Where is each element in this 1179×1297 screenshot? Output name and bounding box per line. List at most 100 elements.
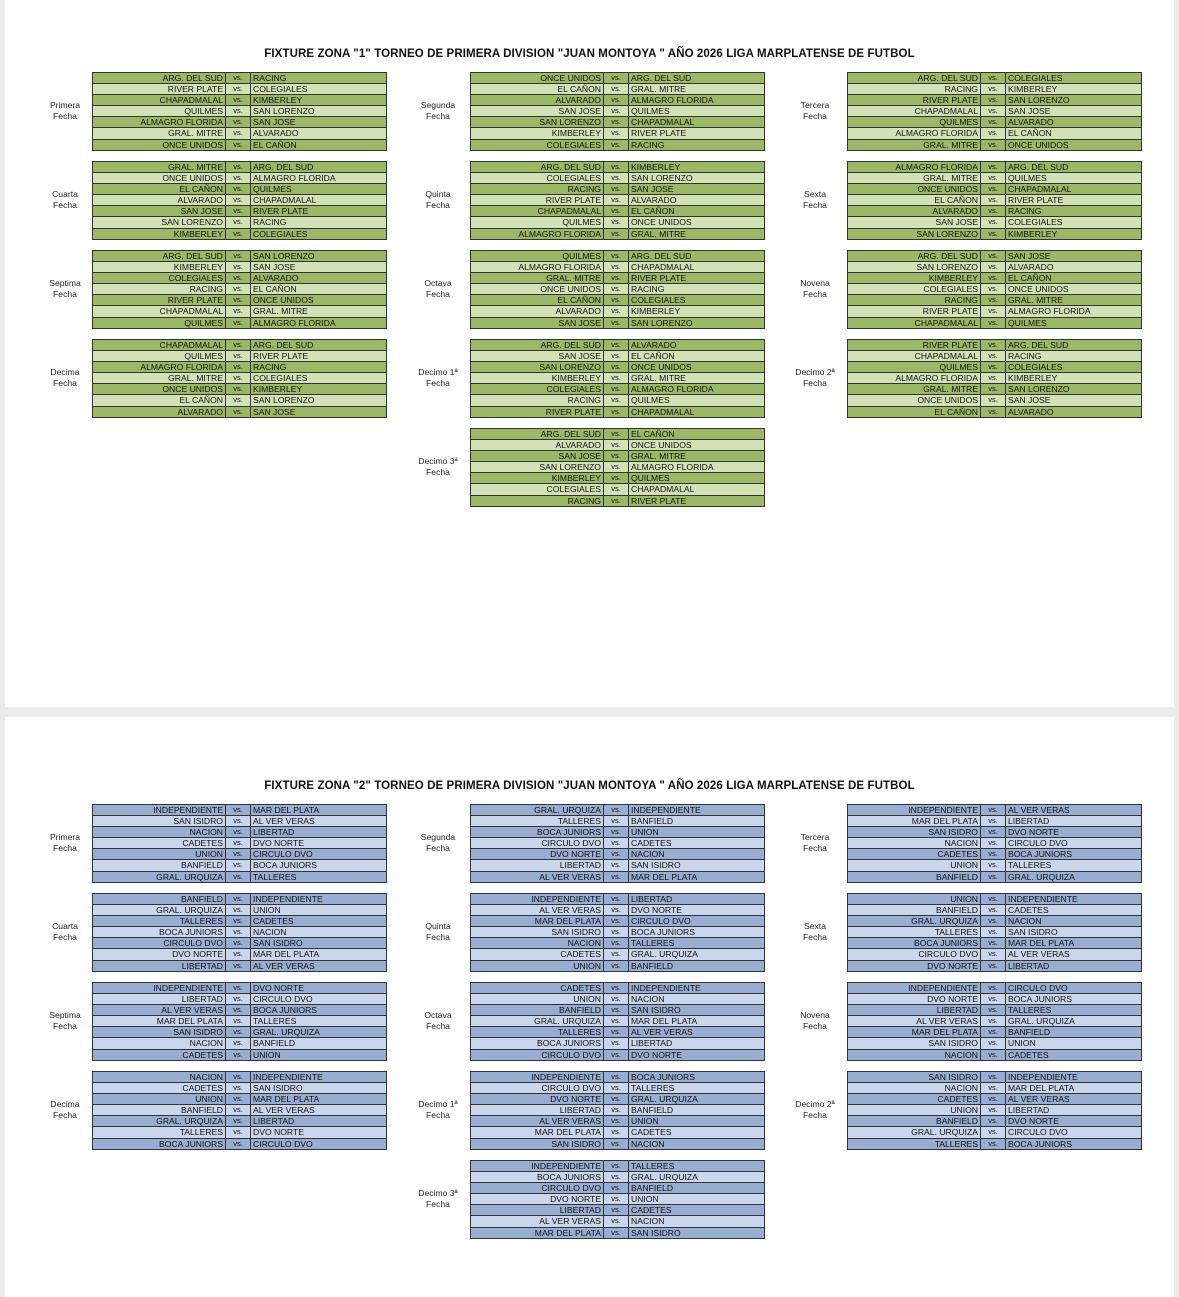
vs-label: vs.	[980, 383, 1006, 396]
vs-label: vs.	[225, 249, 251, 263]
vs-label: vs.	[980, 815, 1006, 828]
match-row: SAN LORENZO vs. KIMBERLEY	[847, 227, 1142, 240]
fecha-label-line2: Fecha	[803, 200, 827, 211]
away-team: ONCE UNIDOS	[1005, 283, 1142, 296]
fecha-label: Sexta Fecha	[785, 189, 845, 211]
match-row: COLEGIALES vs. ONCE UNIDOS	[847, 283, 1142, 296]
away-team: CADETES	[1005, 904, 1142, 917]
vs-label: vs.	[225, 272, 251, 285]
home-team: ALVARADO	[470, 94, 604, 107]
vs-label: vs.	[980, 71, 1006, 85]
home-team: BANFIELD	[92, 1104, 226, 1117]
home-team: NACION	[92, 1037, 226, 1050]
away-team: INDEPENDIENTE	[250, 1070, 387, 1084]
home-team: QUILMES	[470, 216, 604, 229]
away-team: NACION	[628, 993, 765, 1006]
match-row: AL VER VERAS vs. UNION	[470, 1115, 765, 1128]
away-team: INDEPENDIENTE	[1005, 892, 1142, 906]
vs-label: vs.	[225, 1137, 251, 1150]
home-team: GRAL. MITRE	[92, 372, 226, 385]
away-team: MAR DEL PLATA	[250, 1093, 387, 1106]
vs-label: vs.	[225, 937, 251, 950]
away-team: AL VER VERAS	[250, 1104, 387, 1117]
home-team: RACING	[470, 494, 604, 507]
home-team: GRAL. URQUIZA	[92, 904, 226, 917]
vs-label: vs.	[603, 350, 629, 363]
away-team: EL CAÑON	[1005, 127, 1142, 140]
match-row: GRAL. MITRE vs. ALVARADO	[92, 127, 387, 140]
home-team: BANFIELD	[92, 859, 226, 872]
home-team: LIBERTAD	[470, 1204, 604, 1217]
match-row: LIBERTAD vs. AL VER VERAS	[92, 959, 387, 972]
match-row: SAN ISIDRO vs. UNION	[847, 1037, 1142, 1050]
fecha-label-line2: Fecha	[53, 932, 77, 943]
home-team: BANFIELD	[847, 1115, 981, 1128]
vs-label: vs.	[225, 915, 251, 928]
fecha-label: Sexta Fecha	[785, 921, 845, 943]
home-team: SAN ISIDRO	[470, 1137, 604, 1150]
match-row: LIBERTAD vs. CADETES	[470, 1204, 765, 1217]
home-team: LIBERTAD	[92, 959, 226, 972]
vs-label: vs.	[225, 205, 251, 218]
away-team: LIBERTAD	[250, 1115, 387, 1128]
vs-label: vs.	[980, 870, 1006, 883]
home-team: LIBERTAD	[847, 1004, 981, 1017]
match-row: SAN LORENZO vs. RACING	[92, 216, 387, 229]
vs-label: vs.	[980, 993, 1006, 1006]
vs-label: vs.	[225, 394, 251, 407]
match-row: LIBERTAD vs. TALLERES	[847, 1004, 1142, 1017]
vs-label: vs.	[225, 194, 251, 207]
fecha-label: Cuarta Fecha	[35, 921, 95, 943]
away-team: ONCE UNIDOS	[628, 439, 765, 452]
away-team: SAN JOSE	[250, 405, 387, 418]
fecha-label: Decimo 1ª Fecha	[408, 367, 468, 389]
away-team: COLEGIALES	[250, 372, 387, 385]
vs-label: vs.	[603, 183, 629, 196]
vs-label: vs.	[225, 926, 251, 939]
away-team: INDEPENDIENTE	[250, 892, 387, 906]
home-team: UNION	[92, 1093, 226, 1106]
home-team: NACION	[847, 837, 981, 850]
fecha-label: Decimo 2ª Fecha	[785, 367, 845, 389]
vs-label: vs.	[225, 71, 251, 85]
vs-label: vs.	[225, 1037, 251, 1050]
away-team: CADETES	[628, 1126, 765, 1139]
vs-label: vs.	[603, 892, 629, 906]
fecha-label-line2: Fecha	[53, 843, 77, 854]
fecha-table: ARG. DEL SUD vs. SAN JOSE SAN LORENZO vs. ALV…	[847, 249, 1142, 329]
fecha-label-line2: Fecha	[426, 111, 450, 122]
away-team: DVO NORTE	[628, 904, 765, 917]
home-team: AL VER VERAS	[847, 1015, 981, 1028]
home-team: CIRCULO DVO	[847, 948, 981, 961]
fecha-label-line2: Fecha	[53, 200, 77, 211]
away-team: GRAL. MITRE	[628, 83, 765, 96]
match-row: CADETES vs. AL VER VERAS	[847, 1093, 1142, 1106]
home-team: INDEPENDIENTE	[470, 892, 604, 906]
match-row: SAN ISIDRO vs. INDEPENDIENTE	[847, 1070, 1142, 1084]
match-row: CADETES vs. UNION	[92, 1048, 387, 1061]
match-row: BANFIELD vs. GRAL. URQUIZA	[847, 870, 1142, 883]
match-row: KIMBERLEY vs. QUILMES	[470, 472, 765, 485]
match-row: DVO NORTE vs. UNION	[470, 1193, 765, 1206]
home-team: BOCA JUNIORS	[470, 1171, 604, 1184]
vs-label: vs.	[980, 261, 1006, 274]
home-team: TALLERES	[470, 1026, 604, 1039]
home-team: LIBERTAD	[92, 993, 226, 1006]
vs-label: vs.	[603, 405, 629, 418]
away-team: CIRCULO DVO	[628, 915, 765, 928]
vs-label: vs.	[603, 859, 629, 872]
home-team: CADETES	[470, 981, 604, 995]
match-row: BOCA JUNIORS vs. GRAL. URQUIZA	[470, 1171, 765, 1184]
away-team: RIVER PLATE	[250, 205, 387, 218]
match-row: ARG. DEL SUD vs. KIMBERLEY	[470, 160, 765, 174]
away-team: TALLERES	[1005, 1004, 1142, 1017]
home-team: INDEPENDIENTE	[92, 981, 226, 995]
vs-label: vs.	[225, 160, 251, 174]
match-row: ALVARADO vs. ALMAGRO FLORIDA	[470, 94, 765, 107]
match-row: GRAL. URQUIZA vs. LIBERTAD	[92, 1115, 387, 1128]
away-team: GRAL. MITRE	[628, 372, 765, 385]
fecha-label-line1: Quinta	[425, 189, 451, 200]
match-row: TALLERES vs. DVO NORTE	[92, 1126, 387, 1139]
home-team: EL CAÑON	[847, 194, 981, 207]
home-team: SAN JOSE	[92, 205, 226, 218]
